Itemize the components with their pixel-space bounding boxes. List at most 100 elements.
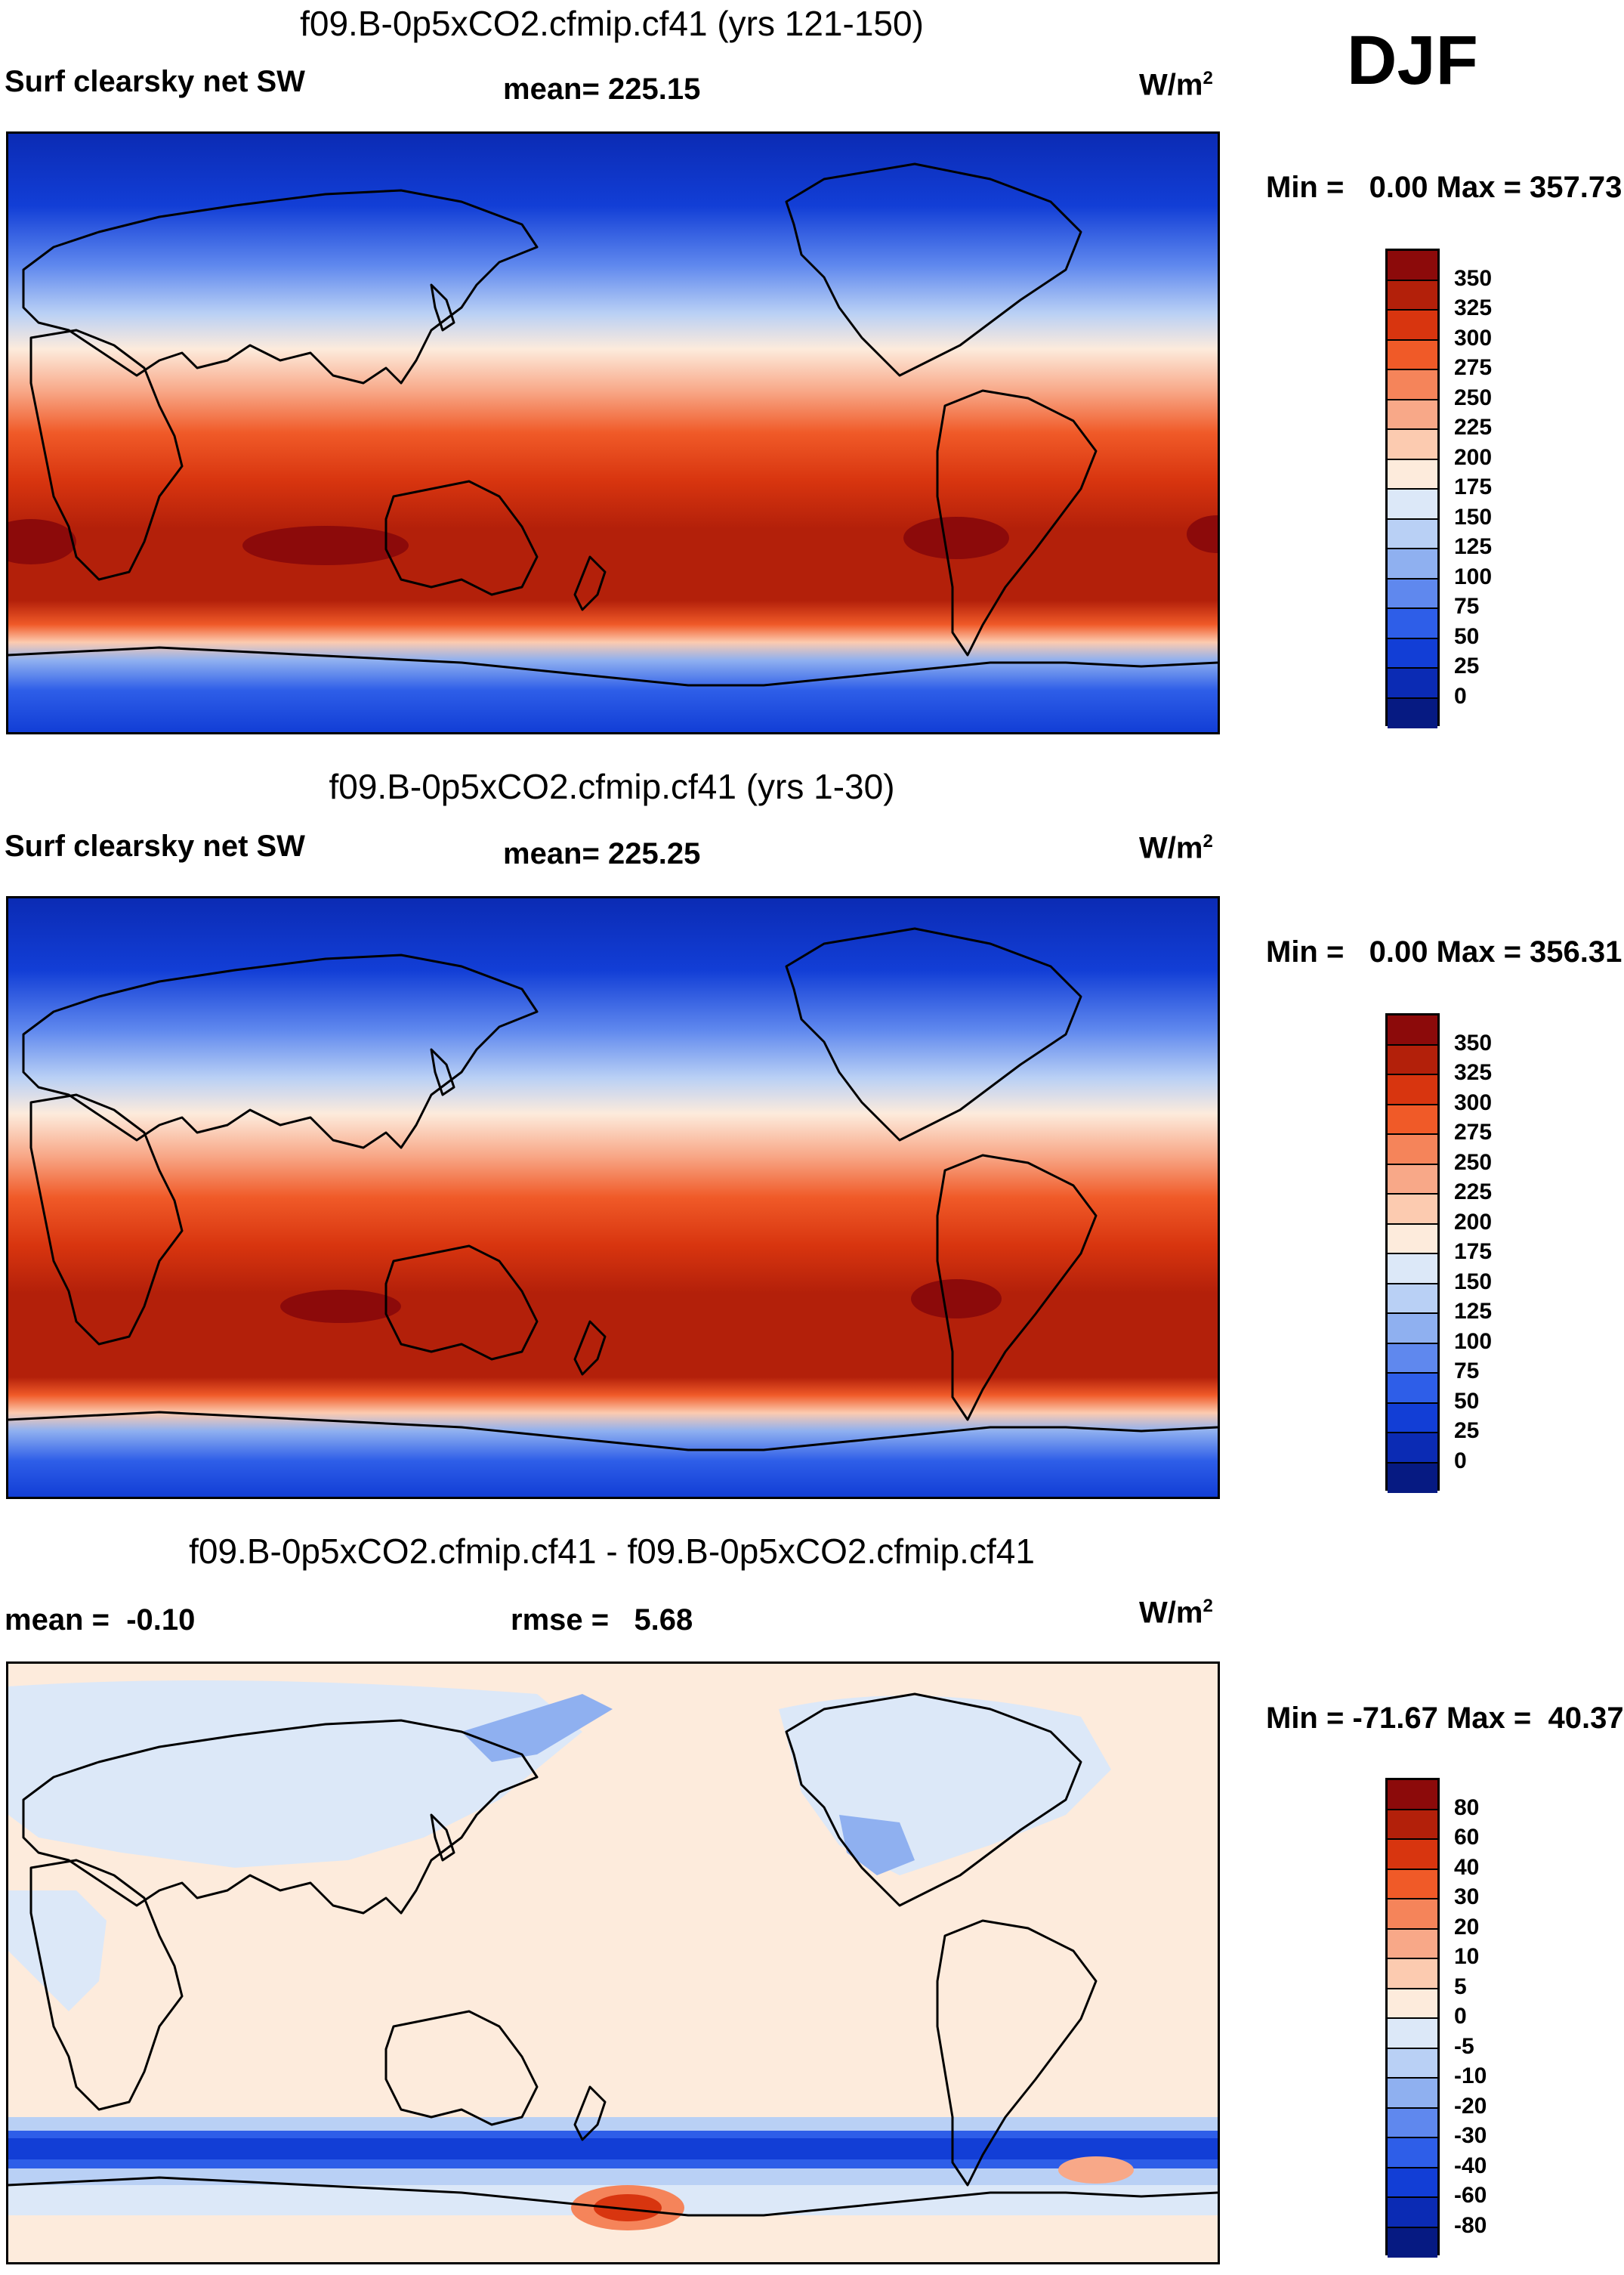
panel-2-title: f09.B-0p5xCO2.cfmip.cf41 (yrs 1-30) [329,767,895,806]
colorbar-swatch [1388,1433,1437,1464]
colorbar-swatch [1388,490,1437,520]
colorbar-tick-label: 20 [1454,1915,1480,1940]
colorbar-swatch [1388,1314,1437,1344]
panel-3-colorbar [1385,1778,1440,2258]
colorbar-tick-label: 75 [1454,594,1480,619]
colorbar-swatch [1388,1899,1437,1930]
colorbar-swatch [1388,549,1437,580]
colorbar-swatch [1388,1224,1437,1254]
colorbar-tick-label: -5 [1454,2034,1474,2059]
colorbar-tick-label: 125 [1454,1299,1493,1324]
colorbar-tick-label: -60 [1454,2183,1487,2208]
panel-1-variable: Surf clearsky net SW [5,65,305,98]
colorbar-tick-label: 0 [1454,684,1467,709]
panel-2-map [6,896,1220,1499]
colorbar-tick-label: -10 [1454,2063,1487,2088]
negative-region [839,1815,915,1875]
coastline-australia [384,1244,539,1361]
colorbar-swatch [1388,2138,1437,2168]
coastline-south-america [936,1919,1098,2187]
panel-2-units: W/m2 [1139,831,1213,865]
panel-1-units: W/m2 [1139,68,1213,102]
panel-1-minmax: Min = 0.00 Max = 357.73 [1266,171,1622,204]
coastline-eurasia [22,1719,539,1915]
colorbar-swatch [1388,400,1437,430]
coastline-antarctica [8,2176,1218,2217]
colorbar-swatch [1388,638,1437,669]
colorbar-tick-label: 200 [1454,445,1493,470]
coastline-new-zealand [573,2085,607,2141]
panel-1-colorbar [1385,249,1440,728]
colorbar-swatch [1388,1195,1437,1225]
colorbar-swatch [1388,1075,1437,1105]
colorbar-tick-label: 325 [1454,295,1493,320]
colorbar-swatch [1388,669,1437,699]
max-region [1187,515,1218,553]
colorbar-tick-label: 60 [1454,1825,1480,1850]
max-region [911,1279,1002,1318]
colorbar-tick-label: -40 [1454,2153,1487,2178]
colorbar-swatch [1388,459,1437,490]
colorbar-swatch [1388,2048,1437,2079]
coastline-japan [430,1048,455,1096]
colorbar-swatch [1388,1463,1437,1493]
colorbar-tick-label: 40 [1454,1855,1480,1880]
coastline-australia [384,480,539,596]
colorbar-tick-label: 10 [1454,1944,1480,1969]
coastline-africa [29,1093,184,1346]
coastline-japan [430,283,455,332]
colorbar-tick-label: 350 [1454,1031,1493,1056]
coastline-north-america [785,1692,1082,1907]
colorbar-swatch [1388,2079,1437,2109]
max-region [8,519,76,564]
colorbar-swatch [1388,579,1437,609]
colorbar-swatch [1388,609,1437,639]
colorbar-tick-label: 75 [1454,1359,1480,1383]
colorbar-tick-label: 0 [1454,1448,1467,1473]
colorbar-tick-label: 50 [1454,624,1480,649]
colorbar-swatch [1388,2227,1437,2258]
colorbar-tick-label: 350 [1454,266,1493,291]
colorbar-swatch [1388,1780,1437,1810]
panel-1-map [6,131,1220,734]
colorbar-tick-label: 300 [1454,326,1493,351]
coastline-africa [29,1859,184,2111]
colorbar-swatch [1388,251,1437,281]
coastline-eurasia [22,954,539,1149]
coastline-new-zealand [573,1320,607,1376]
colorbar-swatch [1388,1403,1437,1433]
panel-2-variable: Surf clearsky net SW [5,830,305,863]
colorbar-tick-label: 225 [1454,1179,1493,1204]
coastline-antarctica [8,646,1218,687]
colorbar-swatch [1388,1989,1437,2019]
coastline-eurasia [22,189,539,385]
colorbar-tick-label: -30 [1454,2123,1487,2148]
panel-1-title: f09.B-0p5xCO2.cfmip.cf41 (yrs 121-150) [300,4,924,43]
coastline-new-zealand [573,555,607,611]
colorbar-swatch [1388,1929,1437,1959]
colorbar-tick-label: 250 [1454,385,1493,410]
colorbar-swatch [1388,370,1437,400]
coastline-south-america [936,1154,1098,1421]
colorbar-swatch [1388,1840,1437,1870]
panel-3-rmse: rmse = 5.68 [511,1603,693,1637]
field-fill [8,134,1218,732]
coastline-australia [384,2010,539,2126]
colorbar-tick-label: 50 [1454,1389,1480,1414]
colorbar-tick-label: 80 [1454,1795,1480,1820]
panel-3-units: W/m2 [1139,1596,1213,1630]
colorbar-swatch [1388,2198,1437,2228]
positive-anomaly [1058,2156,1134,2184]
max-region [280,1290,401,1323]
panel-3-minmax: Min = -71.67 Max = 40.37 [1266,1702,1624,1735]
colorbar-swatch [1388,1164,1437,1195]
colorbar-tick-label: 250 [1454,1150,1493,1175]
field-fill [8,898,1218,1497]
colorbar-tick-label: 25 [1454,1418,1480,1443]
colorbar-tick-label: 100 [1454,564,1493,589]
colorbar-swatch [1388,519,1437,549]
colorbar-swatch [1388,1959,1437,1989]
colorbar-swatch [1388,1374,1437,1404]
panel-2-mean: mean= 225.25 [503,837,701,870]
season-label: DJF [1347,22,1478,99]
